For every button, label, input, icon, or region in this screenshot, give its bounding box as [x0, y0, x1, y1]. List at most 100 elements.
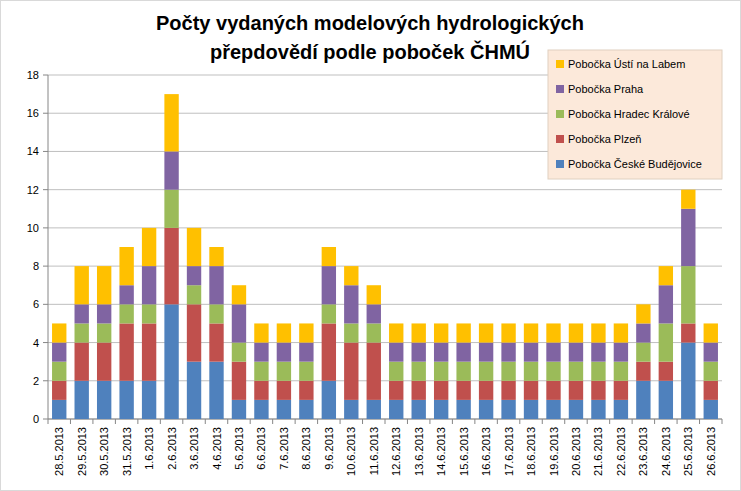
bar-segment: [164, 228, 178, 304]
bar-segment: [344, 400, 358, 419]
bar-segment: [456, 400, 470, 419]
bar-segment: [209, 323, 223, 361]
bar-segment: [277, 343, 291, 362]
bar-segment: [209, 304, 223, 323]
x-tick: [48, 419, 49, 424]
bar-segment: [52, 381, 66, 400]
bar-segment: [434, 362, 448, 381]
x-tick: [474, 419, 475, 424]
y-tick-label: 8: [33, 260, 39, 272]
bar-segment: [187, 266, 201, 285]
bar-segment: [142, 304, 156, 323]
bar-segment: [254, 343, 268, 362]
bar-segment: [75, 266, 89, 304]
legend-swatch: [556, 135, 564, 143]
bar-segment: [187, 304, 201, 361]
bar-segment: [546, 343, 560, 362]
x-tick: [564, 419, 565, 424]
bar-segment: [322, 381, 336, 419]
x-tick: [587, 419, 588, 424]
bar-segment: [681, 190, 695, 209]
bar-segment: [164, 94, 178, 151]
bar-segment: [614, 343, 628, 362]
bar-segment: [277, 362, 291, 381]
bar-segment: [322, 247, 336, 266]
x-tick: [677, 419, 678, 424]
bar-segment: [254, 323, 268, 342]
bar-segment: [232, 400, 246, 419]
bar-segment: [52, 323, 66, 342]
y-tick-label: 6: [33, 298, 39, 310]
bar-segment: [412, 323, 426, 342]
bar-segment: [434, 343, 448, 362]
bar-segment: [232, 362, 246, 400]
bar-segment: [681, 323, 695, 342]
y-tick: [43, 75, 48, 76]
bar-segment: [434, 400, 448, 419]
bar-segment: [501, 400, 515, 419]
bar-segment: [614, 323, 628, 342]
grid-line: [48, 189, 722, 190]
bar-segment: [367, 323, 381, 342]
bar-segment: [479, 343, 493, 362]
bar-segment: [119, 285, 133, 304]
y-tick-label: 16: [27, 107, 39, 119]
bar-segment: [209, 247, 223, 266]
bar-segment: [524, 343, 538, 362]
x-tick: [407, 419, 408, 424]
bar-segment: [524, 323, 538, 342]
x-tick: [272, 419, 273, 424]
bar-segment: [97, 266, 111, 304]
legend-label: Pobočka Praha: [568, 83, 644, 95]
bar-segment: [569, 362, 583, 381]
x-tick: [519, 419, 520, 424]
x-tick-label: 23.6.2013: [637, 427, 649, 476]
x-tick-label: 14.6.2013: [435, 427, 447, 476]
bar-segment: [704, 362, 718, 381]
bar-segment: [501, 362, 515, 381]
legend-label: Pobočka České Budějovice: [568, 158, 702, 170]
legend-swatch: [556, 110, 564, 118]
bar-segment: [164, 190, 178, 228]
bar-segment: [412, 343, 426, 362]
bar-segment: [254, 381, 268, 400]
bar-segment: [75, 323, 89, 342]
bar-segment: [367, 400, 381, 419]
bar-segment: [344, 343, 358, 400]
bar-segment: [704, 343, 718, 362]
bar-segment: [659, 381, 673, 419]
bar-segment: [389, 381, 403, 400]
bar-segment: [456, 362, 470, 381]
bar-segment: [277, 400, 291, 419]
x-tick-label: 6.6.2013: [255, 427, 267, 470]
bar-segment: [164, 304, 178, 419]
x-tick-label: 28.5.2013: [53, 427, 65, 476]
y-tick: [43, 266, 48, 267]
legend-swatch: [556, 160, 564, 168]
bar-segment: [322, 266, 336, 304]
bar-segment: [119, 323, 133, 380]
bar-segment: [299, 323, 313, 342]
bar-segment: [636, 381, 650, 419]
x-tick: [250, 419, 251, 424]
bar-segment: [569, 400, 583, 419]
bar-segment: [434, 381, 448, 400]
legend-label: Pobočka Hradec Králové: [568, 108, 690, 120]
bar-segment: [389, 343, 403, 362]
bar-segment: [367, 304, 381, 323]
y-tick: [43, 151, 48, 152]
bar-segment: [299, 400, 313, 419]
x-tick: [654, 419, 655, 424]
x-tick-label: 10.6.2013: [345, 427, 357, 476]
bar-segment: [277, 381, 291, 400]
y-tick: [43, 342, 48, 343]
bars: [52, 94, 718, 419]
bar-segment: [232, 285, 246, 304]
x-tick-label: 19.6.2013: [548, 427, 560, 476]
bar-segment: [546, 362, 560, 381]
y-tick-label: 4: [33, 337, 39, 349]
legend-swatch: [556, 85, 564, 93]
bar-segment: [524, 362, 538, 381]
y-tick-label: 18: [27, 69, 39, 81]
bar-segment: [614, 400, 628, 419]
